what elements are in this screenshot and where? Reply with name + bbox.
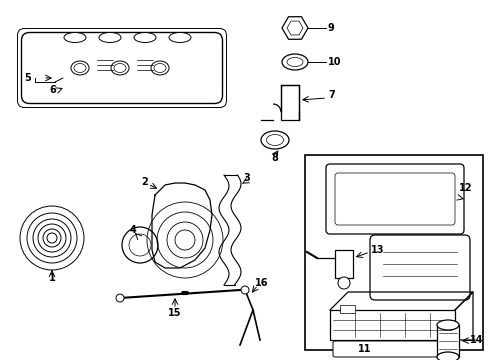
Ellipse shape <box>282 54 307 70</box>
FancyBboxPatch shape <box>334 173 454 225</box>
Text: 4: 4 <box>129 225 136 235</box>
Bar <box>329 310 454 340</box>
Ellipse shape <box>154 63 165 72</box>
Circle shape <box>122 227 158 263</box>
Text: 15: 15 <box>168 308 182 318</box>
Text: 2: 2 <box>142 177 148 187</box>
Circle shape <box>116 294 124 302</box>
Text: 12: 12 <box>458 183 471 193</box>
Text: 11: 11 <box>358 344 371 354</box>
FancyBboxPatch shape <box>21 32 222 104</box>
Ellipse shape <box>114 63 126 72</box>
Text: 9: 9 <box>327 23 334 33</box>
Ellipse shape <box>134 32 156 42</box>
Text: 13: 13 <box>370 245 384 255</box>
Bar <box>436 325 458 357</box>
Circle shape <box>241 286 248 294</box>
Circle shape <box>129 234 151 256</box>
Bar <box>454 292 472 340</box>
Ellipse shape <box>71 61 89 75</box>
FancyBboxPatch shape <box>325 164 463 234</box>
Bar <box>305 155 482 350</box>
Text: 5: 5 <box>24 73 31 83</box>
Bar <box>281 85 298 120</box>
Circle shape <box>337 277 349 289</box>
Bar <box>339 305 354 313</box>
Bar <box>329 292 472 310</box>
Text: 7: 7 <box>327 90 334 100</box>
Text: 14: 14 <box>468 335 482 345</box>
Text: 10: 10 <box>327 57 341 67</box>
Text: 16: 16 <box>255 278 268 288</box>
Text: 6: 6 <box>49 85 56 95</box>
Ellipse shape <box>266 135 283 145</box>
Ellipse shape <box>436 352 458 360</box>
Bar <box>334 250 352 278</box>
Ellipse shape <box>436 320 458 330</box>
Ellipse shape <box>111 61 129 75</box>
Ellipse shape <box>151 61 169 75</box>
Ellipse shape <box>169 32 191 42</box>
Ellipse shape <box>99 32 121 42</box>
Ellipse shape <box>74 63 86 72</box>
FancyBboxPatch shape <box>369 235 469 300</box>
Ellipse shape <box>64 32 86 42</box>
Text: 3: 3 <box>243 173 250 183</box>
Ellipse shape <box>286 58 303 67</box>
Text: 1: 1 <box>48 273 55 283</box>
Text: 8: 8 <box>271 153 278 163</box>
FancyBboxPatch shape <box>332 341 451 357</box>
Ellipse shape <box>261 131 288 149</box>
